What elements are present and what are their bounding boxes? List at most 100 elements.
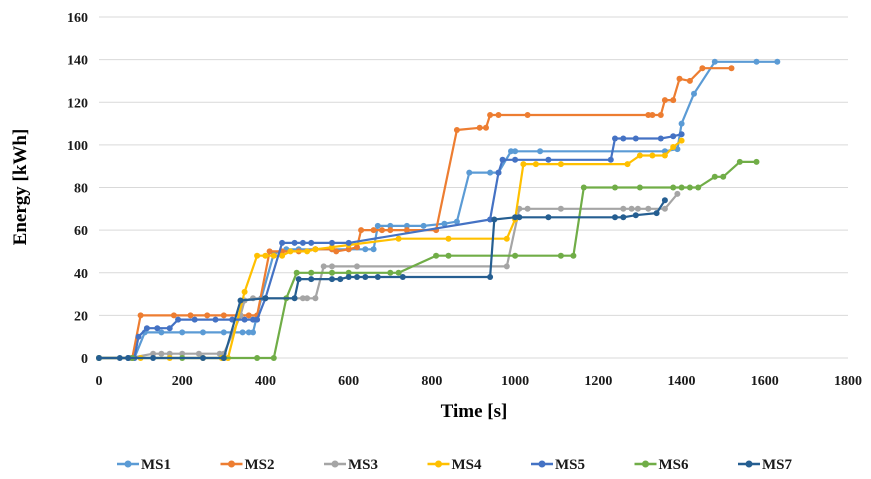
gridlines bbox=[99, 16, 848, 359]
data-point-ms3 bbox=[320, 263, 327, 270]
data-point-ms4 bbox=[557, 161, 564, 168]
data-point-ms2 bbox=[699, 65, 706, 72]
data-point-ms2 bbox=[476, 124, 483, 131]
data-point-ms5 bbox=[657, 135, 664, 142]
data-point-ms1 bbox=[158, 329, 165, 336]
legend: MS1 MS2 MS3 MS4 MS5 MS6 MS7 bbox=[117, 457, 793, 473]
legend-label: MS1 bbox=[141, 457, 171, 473]
series-ms5 bbox=[96, 131, 685, 361]
data-point-ms6 bbox=[395, 269, 402, 276]
data-point-ms7 bbox=[200, 355, 206, 361]
data-point-ms7 bbox=[620, 214, 627, 221]
data-point-ms7 bbox=[516, 214, 523, 221]
data-point-ms2 bbox=[187, 312, 194, 319]
data-point-ms5 bbox=[308, 239, 315, 246]
x-tick-labels: 0 200 400 600 800 1000 1200 1400 1600 1800 bbox=[96, 374, 863, 389]
series-ms6 bbox=[96, 158, 760, 361]
y-tick-label: 20 bbox=[74, 309, 88, 324]
data-point-ms7 bbox=[291, 295, 298, 302]
series-ms2 bbox=[96, 65, 735, 361]
data-point-ms6 bbox=[387, 269, 394, 276]
data-point-ms4 bbox=[329, 244, 335, 251]
data-point-ms3 bbox=[557, 205, 564, 212]
data-point-ms2 bbox=[137, 312, 144, 319]
data-point-ms5 bbox=[487, 216, 494, 223]
data-point-ms4 bbox=[254, 252, 261, 259]
data-point-ms3 bbox=[620, 205, 627, 212]
data-point-ms2 bbox=[670, 97, 677, 104]
legend-label: MS3 bbox=[348, 457, 378, 473]
data-point-ms1 bbox=[239, 329, 246, 336]
data-point-ms5 bbox=[329, 239, 335, 246]
series-lines bbox=[96, 58, 781, 361]
data-point-ms5 bbox=[143, 325, 150, 332]
legend-label: MS5 bbox=[555, 457, 585, 473]
data-point-ms1 bbox=[370, 246, 377, 253]
data-point-ms2 bbox=[204, 312, 211, 319]
legend-label: MS2 bbox=[245, 457, 275, 473]
data-point-ms7 bbox=[354, 274, 360, 280]
data-point-ms5 bbox=[678, 131, 685, 138]
data-point-ms4 bbox=[503, 235, 510, 242]
data-point-ms1 bbox=[508, 148, 514, 155]
data-point-ms2 bbox=[676, 75, 683, 82]
data-point-ms2 bbox=[170, 312, 177, 319]
legend-swatch-marker bbox=[124, 460, 132, 468]
data-point-ms3 bbox=[158, 350, 165, 357]
data-point-ms1 bbox=[678, 120, 685, 127]
data-point-ms2 bbox=[266, 248, 273, 255]
data-point-ms2 bbox=[495, 112, 502, 118]
data-point-ms1 bbox=[453, 218, 460, 225]
y-tick-label: 140 bbox=[67, 54, 88, 69]
data-point-ms4 bbox=[636, 152, 643, 159]
data-point-ms5 bbox=[166, 325, 173, 332]
data-point-ms2 bbox=[370, 227, 377, 234]
data-point-ms5 bbox=[495, 169, 502, 176]
data-point-ms5 bbox=[612, 135, 618, 142]
series-line-ms5 bbox=[99, 133, 682, 360]
x-axis-title: Time [s] bbox=[441, 401, 508, 422]
data-point-ms4 bbox=[304, 248, 311, 255]
data-point-ms6 bbox=[270, 355, 277, 361]
data-point-ms5 bbox=[291, 239, 298, 246]
data-point-ms1 bbox=[374, 222, 381, 229]
data-point-ms6 bbox=[736, 158, 743, 165]
data-point-ms5 bbox=[545, 156, 552, 163]
data-point-ms1 bbox=[200, 329, 206, 336]
x-tick-label: 1400 bbox=[668, 374, 696, 389]
legend-entry-ms7: MS7 bbox=[738, 457, 793, 473]
legend-swatch-marker bbox=[745, 460, 753, 468]
x-tick-label: 1200 bbox=[584, 374, 612, 389]
data-point-ms5 bbox=[499, 156, 506, 163]
data-point-ms3 bbox=[150, 350, 157, 357]
data-point-ms7 bbox=[125, 355, 132, 361]
data-point-ms6 bbox=[433, 252, 440, 259]
legend-entry-ms6: MS6 bbox=[634, 457, 689, 473]
data-point-ms6 bbox=[329, 269, 335, 276]
data-point-ms4 bbox=[624, 161, 631, 168]
data-point-ms1 bbox=[362, 246, 369, 253]
data-point-ms2 bbox=[453, 127, 460, 133]
y-tick-label: 0 bbox=[81, 352, 88, 367]
data-point-ms7 bbox=[308, 276, 315, 283]
data-point-ms2 bbox=[245, 312, 252, 319]
y-tick-label: 120 bbox=[67, 96, 88, 111]
data-point-ms2 bbox=[387, 227, 394, 234]
legend-swatch-marker bbox=[228, 460, 235, 468]
data-point-ms2 bbox=[345, 246, 352, 253]
data-point-ms7 bbox=[262, 295, 269, 302]
data-point-ms6 bbox=[512, 252, 519, 259]
data-point-ms7 bbox=[237, 297, 244, 304]
data-point-ms5 bbox=[512, 156, 519, 163]
data-point-ms5 bbox=[345, 239, 352, 246]
data-point-ms2 bbox=[333, 248, 340, 255]
data-point-ms5 bbox=[250, 316, 256, 323]
data-point-ms5 bbox=[135, 333, 142, 340]
data-point-ms3 bbox=[661, 205, 668, 212]
series-ms7 bbox=[96, 197, 668, 361]
x-tick-label: 200 bbox=[172, 374, 193, 389]
data-point-ms4 bbox=[270, 252, 277, 259]
data-point-ms4 bbox=[678, 137, 685, 144]
data-point-ms6 bbox=[753, 158, 760, 165]
